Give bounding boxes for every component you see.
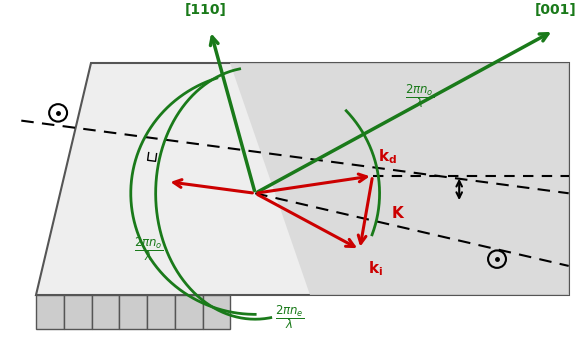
Text: $\dfrac{2\pi n_o}{\lambda}$: $\dfrac{2\pi n_o}{\lambda}$ bbox=[405, 82, 434, 110]
Polygon shape bbox=[230, 62, 569, 295]
Text: $\dfrac{2\pi n_o}{\lambda}$: $\dfrac{2\pi n_o}{\lambda}$ bbox=[134, 236, 164, 263]
Text: $\mathbf{K}$: $\mathbf{K}$ bbox=[391, 205, 405, 221]
Bar bbox=[147, 295, 175, 329]
Text: $\mathbf{k_d}$: $\mathbf{k_d}$ bbox=[378, 147, 397, 166]
Bar bbox=[36, 295, 64, 329]
Bar bbox=[119, 295, 147, 329]
Text: $\mathbf{k_i}$: $\mathbf{k_i}$ bbox=[368, 259, 383, 278]
Polygon shape bbox=[36, 62, 569, 295]
Text: [110]: [110] bbox=[185, 3, 227, 17]
Bar bbox=[203, 295, 230, 329]
Bar bbox=[175, 295, 203, 329]
Bar bbox=[92, 295, 119, 329]
Bar bbox=[64, 295, 92, 329]
Text: $\dfrac{2\pi n_e}{\lambda}$: $\dfrac{2\pi n_e}{\lambda}$ bbox=[275, 303, 305, 331]
Text: [001]: [001] bbox=[535, 3, 576, 17]
